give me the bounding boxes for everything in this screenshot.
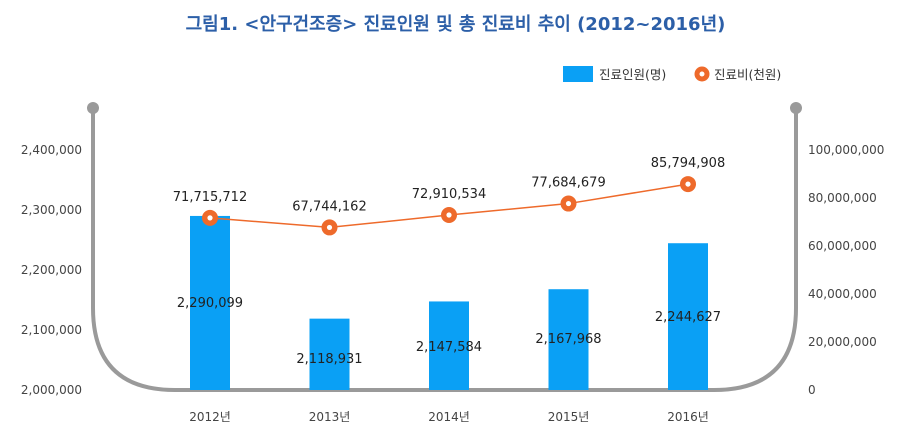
line-marker-center xyxy=(207,215,213,221)
bar-data-label: 2,244,627 xyxy=(655,310,721,325)
line-series xyxy=(202,176,696,236)
frame-cap-right xyxy=(790,102,802,114)
line-data-label: 77,684,679 xyxy=(531,176,605,191)
line-marker-center xyxy=(446,212,452,218)
frame-cap-left xyxy=(87,102,99,114)
bar-data-label: 2,167,968 xyxy=(535,332,601,347)
bar-data-labels: 2,290,099 2,118,931 2,147,584 2,167,968 2,24… xyxy=(177,296,721,367)
bar xyxy=(190,215,230,390)
left-tick-label: 2,200,000 xyxy=(21,263,82,277)
legend-line-label: 진료비(천원) xyxy=(714,67,781,82)
category-label: 2014년 xyxy=(428,410,470,424)
line-data-label: 72,910,534 xyxy=(412,187,486,202)
right-tick-label: 60,000,000 xyxy=(808,239,877,253)
category-label: 2016년 xyxy=(667,410,709,424)
bar xyxy=(429,301,469,390)
left-tick-label: 2,100,000 xyxy=(21,323,82,337)
bar-data-label: 2,290,099 xyxy=(177,296,243,311)
right-tick-label: 100,000,000 xyxy=(808,143,884,157)
right-tick-label: 80,000,000 xyxy=(808,191,877,205)
right-tick-label: 40,000,000 xyxy=(808,287,877,301)
legend-bar-label: 진료인원(명) xyxy=(599,67,666,82)
bar-data-label: 2,118,931 xyxy=(296,352,362,367)
category-label: 2012년 xyxy=(189,410,231,424)
bar xyxy=(548,289,589,390)
bar-series xyxy=(190,215,708,390)
bar xyxy=(668,243,708,390)
right-axis-ticks: 0 20,000,000 40,000,000 60,000,000 80,000,00… xyxy=(808,143,884,397)
right-tick-label: 20,000,000 xyxy=(808,335,877,349)
left-tick-label: 2,000,000 xyxy=(21,383,82,397)
category-labels: 2012년 2013년 2014년 2015년 2016년 xyxy=(189,410,709,424)
category-label: 2013년 xyxy=(309,410,351,424)
bar-data-label: 2,147,584 xyxy=(416,340,482,355)
right-tick-label: 0 xyxy=(808,383,816,397)
line-data-label: 67,744,162 xyxy=(292,199,366,214)
line-data-label: 71,715,712 xyxy=(173,190,247,205)
left-tick-label: 2,300,000 xyxy=(21,203,82,217)
legend-line-marker-center xyxy=(699,71,705,77)
left-axis-ticks: 2,000,000 2,100,000 2,200,000 2,300,000 2,40… xyxy=(21,143,82,397)
line-marker-center xyxy=(326,224,333,231)
bar xyxy=(309,318,350,390)
line-marker-center xyxy=(565,200,572,207)
legend-bar-swatch xyxy=(563,66,593,82)
legend: 진료인원(명) 진료비(천원) xyxy=(563,66,781,82)
left-tick-label: 2,400,000 xyxy=(21,143,82,157)
line-data-label: 85,794,908 xyxy=(651,156,725,171)
category-label: 2015년 xyxy=(548,410,590,424)
chart-title: 그림1. <안구건조증> 진료인원 및 총 진료비 추이 (2012~2016년… xyxy=(185,14,726,35)
line-marker-center xyxy=(685,181,691,187)
line-data-labels: 71,715,712 67,744,162 72,910,534 77,684,679… xyxy=(173,156,725,214)
